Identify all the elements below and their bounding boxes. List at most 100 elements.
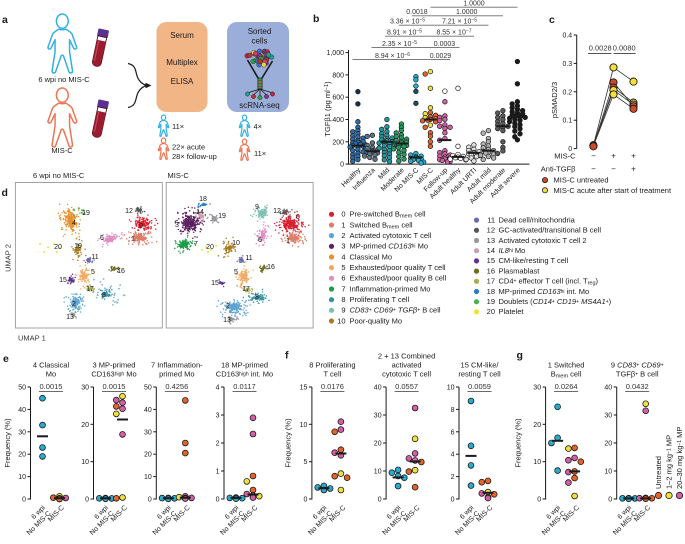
svg-text:0.0029: 0.0029: [430, 53, 452, 60]
svg-text:CD83+ CD69+ TGFβ+ B cell: CD83+ CD69+ TGFβ+ B cell: [350, 306, 441, 315]
svg-text:Exhausted/poor quality B cell: Exhausted/poor quality B cell: [350, 274, 447, 283]
svg-text:0.3: 0.3: [562, 61, 572, 68]
svg-text:13: 13: [66, 314, 74, 321]
svg-text:1: 1: [286, 238, 290, 245]
svg-text:3 MP-primed: 3 MP-primed: [93, 361, 136, 370]
svg-text:0.0176: 0.0176: [321, 382, 344, 391]
svg-text:Platelet: Platelet: [499, 307, 525, 316]
svg-text:Multiplex: Multiplex: [166, 58, 198, 67]
svg-text:6: 6: [100, 235, 104, 242]
svg-text:pSMAD2/3: pSMAD2/3: [550, 82, 559, 118]
svg-text:12: 12: [487, 226, 495, 235]
svg-text:10: 10: [81, 459, 89, 466]
svg-text:10: 10: [604, 469, 612, 476]
svg-text:Untreated: Untreated: [654, 456, 663, 489]
svg-text:8: 8: [255, 294, 259, 301]
svg-text:TGFβ1 (pg ml−1): TGFβ1 (pg ml−1): [323, 81, 332, 137]
svg-text:f: f: [285, 350, 289, 362]
svg-text:0: 0: [303, 497, 307, 504]
svg-text:0: 0: [608, 497, 612, 504]
svg-text:12: 12: [273, 208, 281, 215]
svg-text:8: 8: [102, 292, 106, 299]
svg-text:17: 17: [86, 286, 94, 293]
svg-text:Proliferating T cell: Proliferating T cell: [350, 295, 410, 304]
svg-text:40: 40: [374, 385, 382, 392]
svg-text:8: 8: [341, 295, 345, 304]
svg-text:activated: activated: [392, 361, 422, 370]
svg-text:Serum: Serum: [170, 31, 194, 40]
svg-text:15: 15: [211, 280, 219, 287]
svg-text:+: +: [611, 152, 616, 161]
svg-text:20: 20: [18, 452, 26, 459]
svg-text:Classical Mo: Classical Mo: [350, 252, 393, 261]
svg-text:Switched Bmem cell: Switched Bmem cell: [350, 220, 413, 230]
svg-text:5: 5: [91, 269, 95, 276]
svg-text:30: 30: [533, 385, 541, 392]
svg-text:3.36 × 10−5: 3.36 × 10−5: [390, 17, 425, 25]
svg-text:10: 10: [447, 385, 455, 392]
svg-text:Mo: Mo: [46, 370, 56, 379]
svg-text:4: 4: [341, 252, 345, 261]
svg-text:−: −: [591, 152, 596, 161]
svg-text:50: 50: [18, 385, 26, 392]
svg-text:12: 12: [125, 208, 133, 215]
svg-text:2 + 13 Combined: 2 + 13 Combined: [378, 352, 435, 361]
svg-text:11: 11: [91, 254, 98, 261]
svg-text:18: 18: [487, 287, 495, 296]
svg-text:22× acute: 22× acute: [172, 143, 205, 152]
svg-text:6 wpi no MIS-C: 6 wpi no MIS-C: [38, 75, 90, 84]
svg-text:8.91 × 10−5: 8.91 × 10−5: [387, 28, 422, 36]
svg-text:16: 16: [487, 266, 495, 275]
svg-text:200: 200: [332, 139, 344, 146]
svg-text:MP-primed CD163hi Mo: MP-primed CD163hi Mo: [350, 242, 429, 251]
svg-text:15: 15: [300, 385, 308, 392]
svg-text:2: 2: [451, 474, 455, 481]
svg-text:CM-like/resting T cell: CM-like/resting T cell: [499, 256, 569, 265]
svg-text:0: 0: [296, 214, 300, 221]
svg-text:8: 8: [451, 407, 455, 414]
svg-text:MIS-C: MIS-C: [554, 152, 576, 161]
svg-text:2: 2: [216, 441, 220, 448]
svg-text:10: 10: [144, 474, 152, 481]
svg-text:5: 5: [341, 263, 345, 272]
svg-text:5: 5: [303, 459, 307, 466]
svg-text:0.0432: 0.0432: [626, 382, 649, 391]
svg-text:0.0117: 0.0117: [233, 382, 255, 391]
svg-text:0.0015: 0.0015: [103, 382, 126, 391]
svg-text:400: 400: [332, 117, 344, 124]
svg-text:8.94 × 10−6: 8.94 × 10−6: [375, 52, 410, 60]
svg-text:CD163high Mo: CD163high Mo: [91, 370, 136, 379]
svg-text:1.0000: 1.0000: [463, 0, 485, 7]
svg-text:Poor-quality Mo: Poor-quality Mo: [350, 316, 403, 325]
svg-text:4: 4: [451, 452, 455, 459]
svg-text:4: 4: [216, 385, 220, 392]
svg-text:0: 0: [568, 146, 572, 153]
svg-text:0.0264: 0.0264: [555, 382, 578, 391]
svg-text:13: 13: [223, 317, 231, 324]
svg-text:+: +: [631, 152, 636, 161]
svg-text:19: 19: [218, 213, 226, 220]
svg-text:18 MP-primed: 18 MP-primed: [221, 361, 268, 370]
svg-text:cytotoxic T cell: cytotoxic T cell: [382, 370, 431, 379]
svg-text:0: 0: [340, 162, 344, 169]
svg-text:0: 0: [537, 497, 541, 504]
svg-text:20: 20: [54, 244, 62, 251]
svg-text:2: 2: [72, 301, 76, 308]
svg-text:0: 0: [378, 497, 382, 504]
svg-text:4: 4: [72, 220, 76, 227]
svg-text:19: 19: [487, 297, 495, 306]
svg-text:MIS-C acute after start of tre: MIS-C acute after start of treatment: [554, 186, 672, 195]
svg-text:7: 7: [194, 241, 198, 248]
svg-text:IL8hi Mo: IL8hi Mo: [499, 246, 526, 255]
svg-text:16: 16: [267, 264, 275, 271]
svg-text:8.55 × 10−7: 8.55 × 10−7: [436, 28, 471, 36]
svg-text:6 wpi no MIS-C: 6 wpi no MIS-C: [33, 171, 85, 180]
svg-text:ELISA: ELISA: [171, 77, 194, 86]
svg-text:Frequency (%): Frequency (%): [3, 418, 12, 468]
svg-text:0.4: 0.4: [562, 33, 572, 40]
svg-text:0.1: 0.1: [562, 118, 572, 125]
svg-text:Sorted: Sorted: [248, 27, 272, 36]
svg-text:2: 2: [226, 303, 230, 310]
svg-text:0.0003: 0.0003: [434, 41, 456, 48]
svg-text:Inflammation-primed Mo: Inflammation-primed Mo: [350, 284, 431, 293]
